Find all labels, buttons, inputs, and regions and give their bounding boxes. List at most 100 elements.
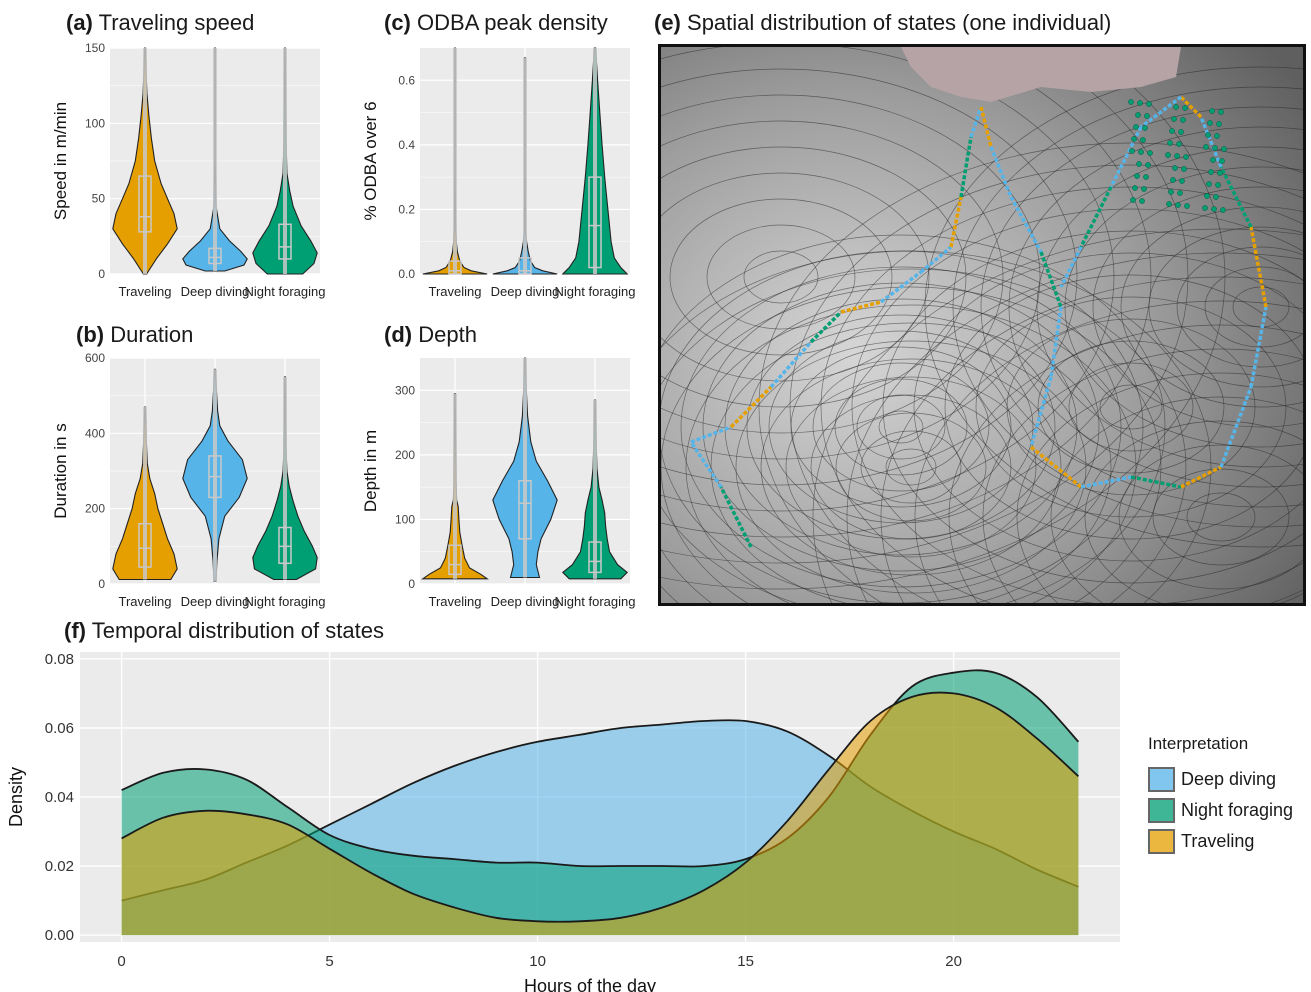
contour-line <box>1118 444 1303 590</box>
y-tick-label: 0 <box>98 577 105 591</box>
x-tick-label: Traveling <box>119 284 172 299</box>
y-tick-label: 0.0 <box>398 267 415 281</box>
track-segment <box>690 425 732 444</box>
legend-item-deep-diving: Deep diving <box>1148 764 1293 795</box>
contour-line <box>914 300 1303 603</box>
track-point-foraging <box>1175 202 1181 208</box>
y-tick-label: 0.04 <box>45 789 74 806</box>
box-traveling <box>138 175 152 233</box>
legend-key-night-foraging <box>1148 798 1175 823</box>
track-point-foraging <box>1139 198 1145 204</box>
track-point-foraging <box>1174 153 1180 159</box>
contour-line <box>1006 318 1256 496</box>
density-line-traveling <box>121 691 1080 923</box>
track-point-foraging <box>1221 146 1227 152</box>
y-tick-label: 100 <box>85 116 105 130</box>
contour-line <box>1152 468 1290 566</box>
track-segment <box>1249 226 1268 308</box>
y-tick-label: 0.06 <box>45 720 74 737</box>
y-tick-label: 400 <box>85 426 105 440</box>
y-tick-label: 200 <box>395 448 415 462</box>
density-line-night-foraging <box>121 669 1080 868</box>
contour-line <box>661 250 1212 603</box>
contour-line <box>661 68 1078 486</box>
track-point-foraging <box>1128 99 1134 105</box>
legend-key-traveling <box>1148 829 1175 854</box>
track-point-foraging <box>1138 149 1144 155</box>
track-point-foraging <box>1202 205 1208 211</box>
box-traveling <box>138 522 152 568</box>
contour-line <box>1016 372 1303 603</box>
contour-line <box>1084 420 1303 603</box>
track-point-foraging <box>1142 125 1148 131</box>
contour-line <box>820 186 1303 603</box>
land-mass <box>901 47 1181 102</box>
x-tick-label: 5 <box>325 953 333 970</box>
contour-line <box>944 274 1303 540</box>
panel-b-title: (b) Duration <box>76 324 193 346</box>
panel-d-title: (d) Depth <box>384 324 477 346</box>
contour-line <box>735 340 1087 594</box>
contour-line <box>952 86 1303 528</box>
legend-key-deep-diving <box>1148 767 1175 792</box>
y-tick-label: 0 <box>408 577 415 591</box>
contour-line <box>702 282 1100 572</box>
legend: Interpretation Deep diving Night foragin… <box>1148 734 1293 857</box>
track-point-foraging <box>1132 185 1138 191</box>
y-tick-label: 0.4 <box>398 138 415 152</box>
panel-e-title-text: Spatial distribution of states (one indi… <box>687 10 1112 35</box>
x-tick-label: 10 <box>529 953 546 970</box>
panel-e-title: (e) Spatial distribution of states (one … <box>654 12 1111 34</box>
y-tick-label: 100 <box>395 512 415 526</box>
contour-line <box>706 224 856 330</box>
track-point-foraging <box>1168 189 1174 195</box>
box-traveling <box>448 260 462 275</box>
contour-line <box>812 362 990 492</box>
track-point-foraging <box>1170 177 1176 183</box>
panel-c-title-text: ODBA peak density <box>417 10 608 35</box>
legend-item-traveling: Traveling <box>1148 826 1293 857</box>
track-point-foraging <box>1130 197 1136 203</box>
x-tick-label: Deep diving <box>181 594 250 609</box>
track-segment <box>729 385 773 429</box>
track-segment <box>1199 116 1223 168</box>
track-segment <box>689 441 723 488</box>
track-point-foraging <box>1212 145 1218 151</box>
track-point-foraging <box>1134 173 1140 179</box>
box-night-foraging <box>588 541 602 574</box>
track-point-foraging <box>1147 150 1153 156</box>
track-segment <box>1179 95 1203 119</box>
y-axis-label: Duration in s <box>51 423 70 518</box>
track-point-foraging <box>1182 105 1188 111</box>
track-segment <box>1009 196 1043 253</box>
track-segment <box>1080 475 1132 489</box>
track-segment <box>1039 251 1063 308</box>
box-traveling <box>448 544 462 576</box>
contour-line <box>812 228 1303 603</box>
contour-line <box>975 296 1287 518</box>
panel-d-title-text: Depth <box>418 322 477 347</box>
contour-line <box>661 286 1162 603</box>
track-point-foraging <box>1216 121 1222 127</box>
track-segment <box>769 340 813 389</box>
legend-label-traveling: Traveling <box>1181 831 1255 851</box>
x-tick-label: Deep diving <box>491 284 560 299</box>
track-point-foraging <box>1219 158 1225 164</box>
track-segment <box>1249 306 1268 388</box>
x-tick-label: 0 <box>117 953 125 970</box>
contour-line <box>661 47 1189 564</box>
contour-line <box>661 234 1166 603</box>
legend-label-night-foraging: Night foraging <box>1181 800 1294 820</box>
track-point-foraging <box>1214 133 1220 139</box>
track-segment <box>840 300 882 314</box>
track-point-foraging <box>1206 181 1212 187</box>
contour-line <box>851 208 1303 603</box>
x-tick-label: 15 <box>737 953 754 970</box>
contour-line <box>680 266 1122 588</box>
track-point-foraging <box>1177 190 1183 196</box>
track-point-foraging <box>1179 178 1185 184</box>
x-tick-label: Traveling <box>429 594 482 609</box>
